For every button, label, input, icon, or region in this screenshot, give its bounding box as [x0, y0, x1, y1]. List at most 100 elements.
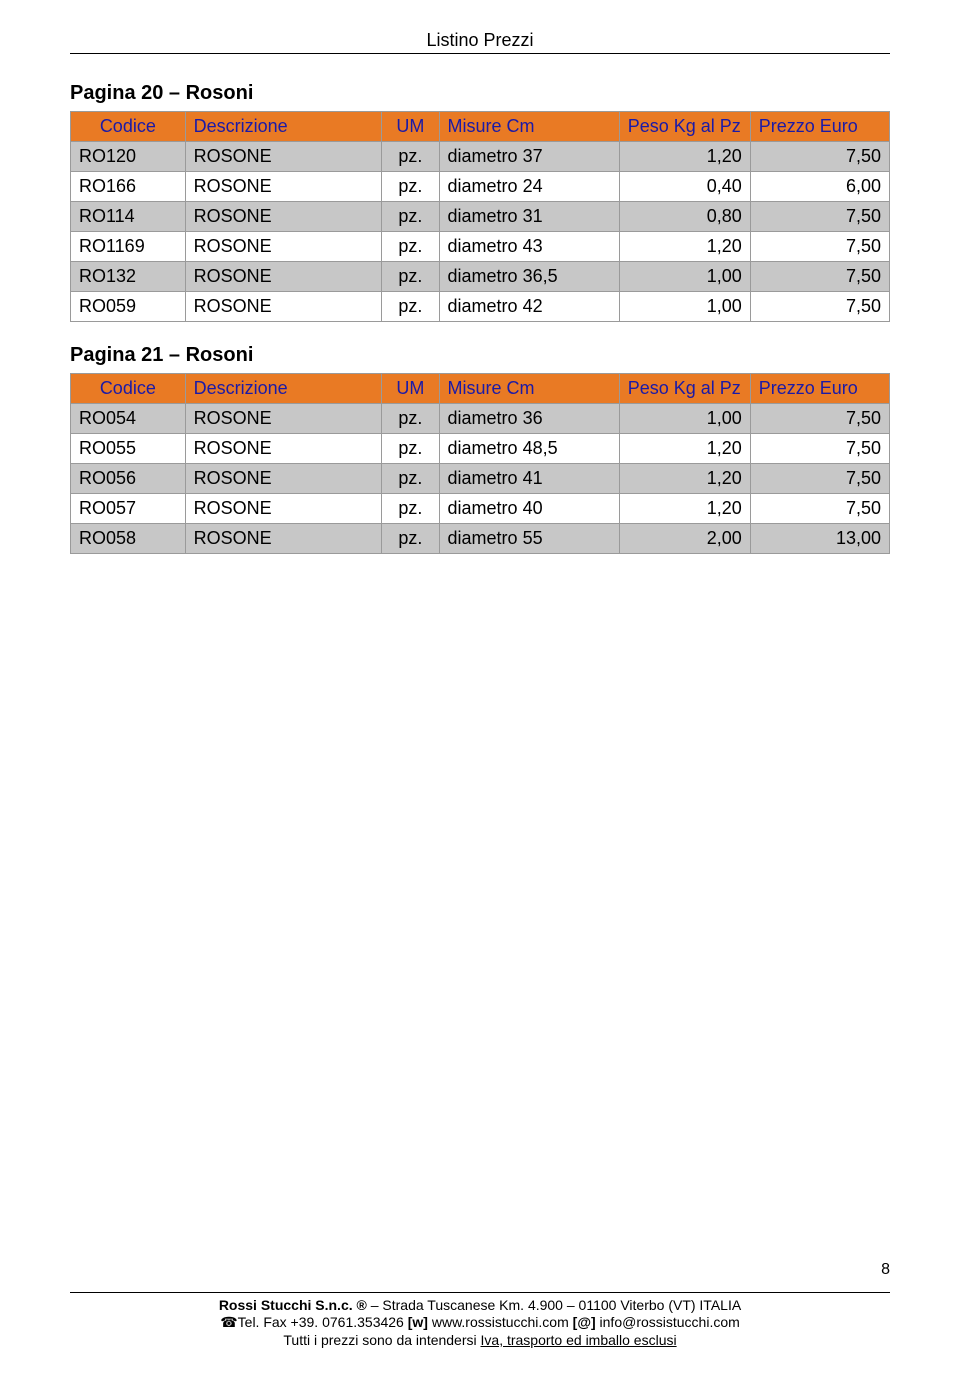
table-cell: 1,20 [619, 142, 750, 172]
table-cell: diametro 24 [439, 172, 619, 202]
table-header: Codice [71, 374, 186, 404]
table-cell: ROSONE [185, 202, 382, 232]
table-cell: RO055 [71, 434, 186, 464]
table-cell: pz. [382, 494, 439, 524]
table-cell: 7,50 [750, 142, 889, 172]
table-cell: 0,80 [619, 202, 750, 232]
table-cell: diametro 31 [439, 202, 619, 232]
table-cell: pz. [382, 434, 439, 464]
table-cell: diametro 40 [439, 494, 619, 524]
table-cell: diametro 43 [439, 232, 619, 262]
table-cell: RO120 [71, 142, 186, 172]
table-cell: diametro 48,5 [439, 434, 619, 464]
price-table: CodiceDescrizioneUMMisure CmPeso Kg al P… [70, 373, 890, 554]
table-header: Codice [71, 112, 186, 142]
table-cell: RO1169 [71, 232, 186, 262]
table-cell: 1,20 [619, 494, 750, 524]
table-cell: 7,50 [750, 494, 889, 524]
table-cell: RO114 [71, 202, 186, 232]
document-title: Listino Prezzi [70, 30, 890, 51]
table-row: RO059ROSONEpz.diametro 421,007,50 [71, 292, 890, 322]
table-cell: pz. [382, 142, 439, 172]
table-header: Peso Kg al Pz [619, 374, 750, 404]
table-row: RO132ROSONEpz.diametro 36,51,007,50 [71, 262, 890, 292]
table-row: RO055ROSONEpz.diametro 48,51,207,50 [71, 434, 890, 464]
table-cell: 6,00 [750, 172, 889, 202]
table-row: RO056ROSONEpz.diametro 411,207,50 [71, 464, 890, 494]
table-cell: diametro 36 [439, 404, 619, 434]
table-header: Descrizione [185, 374, 382, 404]
table-row: RO058ROSONEpz.diametro 552,0013,00 [71, 524, 890, 554]
footer-divider [70, 1292, 890, 1293]
footer-note-underline: Iva, trasporto ed imballo esclusi [481, 1332, 677, 1348]
table-cell: pz. [382, 202, 439, 232]
footer-email-tag: [@] [573, 1314, 596, 1330]
table-cell: ROSONE [185, 262, 382, 292]
table-header: Prezzo Euro [750, 112, 889, 142]
table-header: Peso Kg al Pz [619, 112, 750, 142]
footer-web: www.rossistucchi.com [428, 1314, 573, 1330]
title-divider [70, 53, 890, 54]
table-row: RO166ROSONEpz.diametro 240,406,00 [71, 172, 890, 202]
section-title: Pagina 20 – Rosoni [70, 82, 890, 105]
table-cell: ROSONE [185, 172, 382, 202]
table-cell: 0,40 [619, 172, 750, 202]
table-cell: RO058 [71, 524, 186, 554]
page-number: 8 [881, 1261, 890, 1279]
table-cell: 1,20 [619, 464, 750, 494]
price-table: CodiceDescrizioneUMMisure CmPeso Kg al P… [70, 111, 890, 322]
table-header: UM [382, 112, 439, 142]
table-cell: RO059 [71, 292, 186, 322]
table-cell: ROSONE [185, 292, 382, 322]
table-cell: diametro 42 [439, 292, 619, 322]
table-row: RO054ROSONEpz.diametro 361,007,50 [71, 404, 890, 434]
footer-address: Strada Tuscanese Km. 4.900 – 01100 Viter… [382, 1297, 741, 1313]
footer-sep: – [367, 1297, 383, 1313]
footer-email: info@rossistucchi.com [596, 1314, 740, 1330]
table-cell: 1,00 [619, 292, 750, 322]
table-cell: ROSONE [185, 142, 382, 172]
table-cell: pz. [382, 524, 439, 554]
table-cell: diametro 36,5 [439, 262, 619, 292]
table-cell: 7,50 [750, 262, 889, 292]
table-cell: ROSONE [185, 464, 382, 494]
phone-icon: ☎ [220, 1314, 237, 1330]
table-row: RO057ROSONEpz.diametro 401,207,50 [71, 494, 890, 524]
footer: Rossi Stucchi S.n.c. ® – Strada Tuscanes… [70, 1292, 890, 1349]
table-header: UM [382, 374, 439, 404]
table-cell: 1,00 [619, 262, 750, 292]
footer-web-tag: [w] [408, 1314, 428, 1330]
footer-line1: Rossi Stucchi S.n.c. ® – Strada Tuscanes… [70, 1297, 890, 1313]
table-cell: 7,50 [750, 404, 889, 434]
table-row: RO114ROSONEpz.diametro 310,807,50 [71, 202, 890, 232]
table-cell: pz. [382, 172, 439, 202]
footer-company: Rossi Stucchi S.n.c. ® [219, 1297, 367, 1313]
table-cell: ROSONE [185, 524, 382, 554]
table-cell: RO057 [71, 494, 186, 524]
table-cell: 2,00 [619, 524, 750, 554]
footer-line3: Tutti i prezzi sono da intendersi Iva, t… [70, 1332, 890, 1348]
table-cell: 13,00 [750, 524, 889, 554]
table-cell: pz. [382, 404, 439, 434]
table-cell: pz. [382, 262, 439, 292]
table-cell: 7,50 [750, 202, 889, 232]
section-title: Pagina 21 – Rosoni [70, 344, 890, 367]
table-cell: RO056 [71, 464, 186, 494]
table-cell: pz. [382, 232, 439, 262]
table-cell: 7,50 [750, 292, 889, 322]
footer-note-prefix: Tutti i prezzi sono da intendersi [283, 1332, 480, 1348]
table-header: Prezzo Euro [750, 374, 889, 404]
table-cell: 1,00 [619, 404, 750, 434]
table-cell: ROSONE [185, 494, 382, 524]
table-cell: diametro 55 [439, 524, 619, 554]
table-cell: RO132 [71, 262, 186, 292]
table-cell: RO166 [71, 172, 186, 202]
table-cell: pz. [382, 464, 439, 494]
table-cell: ROSONE [185, 232, 382, 262]
table-row: RO1169ROSONEpz.diametro 431,207,50 [71, 232, 890, 262]
table-header: Descrizione [185, 112, 382, 142]
footer-phone: Tel. Fax +39. 0761.353426 [238, 1314, 408, 1330]
table-cell: 7,50 [750, 232, 889, 262]
footer-line2: ☎Tel. Fax +39. 0761.353426 [w] www.rossi… [70, 1314, 890, 1331]
table-cell: 7,50 [750, 464, 889, 494]
